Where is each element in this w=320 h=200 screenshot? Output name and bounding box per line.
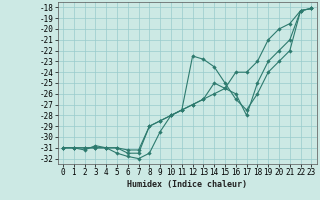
- X-axis label: Humidex (Indice chaleur): Humidex (Indice chaleur): [127, 180, 247, 189]
